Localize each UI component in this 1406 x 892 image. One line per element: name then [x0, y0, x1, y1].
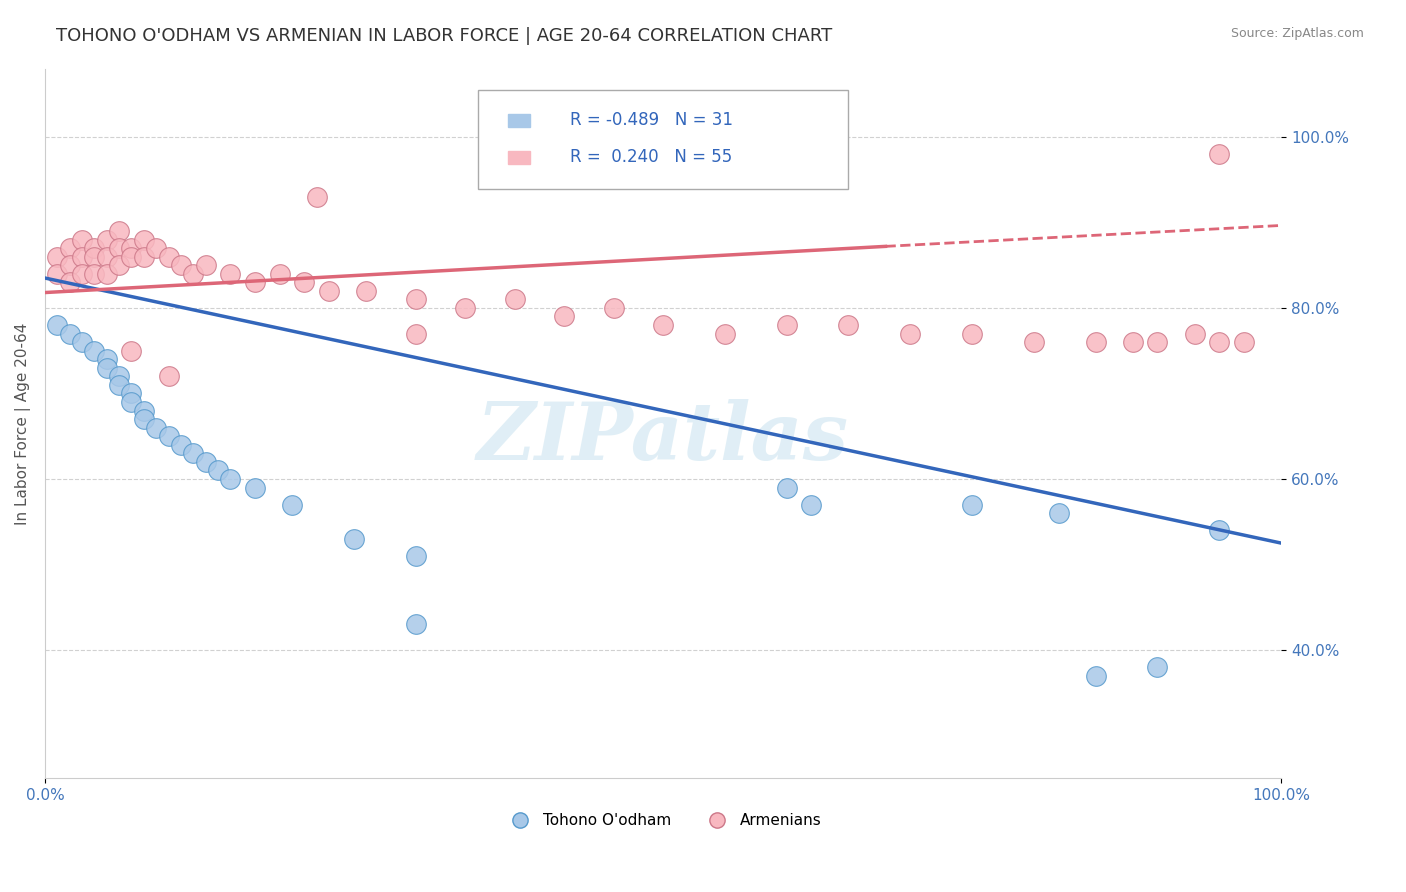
Point [1233, 335, 1256, 350]
Point [269, 267, 291, 281]
Point [405, 326, 427, 341]
Point [157, 369, 180, 384]
Point [70, 267, 93, 281]
Text: R =  0.240   N = 55: R = 0.240 N = 55 [571, 148, 733, 166]
Point [46, 267, 69, 281]
Point [1208, 147, 1230, 161]
Point [775, 481, 797, 495]
Point [775, 318, 797, 332]
Point [132, 412, 155, 426]
Point [132, 250, 155, 264]
Point [194, 455, 217, 469]
Point [83, 343, 105, 358]
Point [96, 233, 118, 247]
Point [96, 250, 118, 264]
Point [960, 326, 983, 341]
Y-axis label: In Labor Force | Age 20-64: In Labor Force | Age 20-64 [15, 322, 31, 524]
Point [1022, 335, 1045, 350]
Point [96, 360, 118, 375]
Point [83, 241, 105, 255]
Point [1208, 335, 1230, 350]
Point [305, 190, 328, 204]
Point [960, 498, 983, 512]
Point [59, 241, 82, 255]
Point [405, 293, 427, 307]
Point [837, 318, 859, 332]
Point [1084, 668, 1107, 682]
Point [602, 301, 624, 315]
Point [70, 233, 93, 247]
Point [181, 446, 204, 460]
Text: TOHONO O'ODHAM VS ARMENIAN IN LABOR FORCE | AGE 20-64 CORRELATION CHART: TOHONO O'ODHAM VS ARMENIAN IN LABOR FORC… [56, 27, 832, 45]
Point [96, 267, 118, 281]
Bar [509, 151, 530, 163]
Bar [509, 114, 530, 127]
Point [243, 275, 266, 289]
Point [120, 250, 142, 264]
Point [454, 301, 477, 315]
Point [1208, 523, 1230, 537]
Point [59, 275, 82, 289]
Point [132, 233, 155, 247]
Point [1184, 326, 1206, 341]
Point [108, 369, 131, 384]
Point [132, 403, 155, 417]
Point [898, 326, 921, 341]
Point [1047, 506, 1070, 520]
Point [207, 463, 229, 477]
Point [800, 498, 823, 512]
Point [120, 386, 142, 401]
Point [120, 343, 142, 358]
Point [1084, 335, 1107, 350]
Point [96, 352, 118, 367]
Point [405, 549, 427, 563]
Point [405, 617, 427, 632]
Point [1146, 335, 1168, 350]
Point [318, 284, 340, 298]
Legend: Tohono O'odham, Armenians: Tohono O'odham, Armenians [498, 807, 828, 834]
FancyBboxPatch shape [478, 90, 848, 189]
Point [108, 224, 131, 238]
Point [219, 267, 242, 281]
Point [120, 241, 142, 255]
Point [83, 250, 105, 264]
Point [356, 284, 378, 298]
Point [83, 267, 105, 281]
Text: R = -0.489   N = 31: R = -0.489 N = 31 [571, 112, 734, 129]
Text: ZIPatlas: ZIPatlas [477, 399, 849, 476]
Point [59, 258, 82, 272]
Point [1146, 660, 1168, 674]
Point [145, 241, 167, 255]
Point [281, 498, 304, 512]
Point [46, 250, 69, 264]
Point [120, 395, 142, 409]
Point [145, 420, 167, 434]
Point [170, 258, 193, 272]
Point [59, 326, 82, 341]
Point [157, 429, 180, 443]
Point [243, 481, 266, 495]
Point [294, 275, 316, 289]
Point [219, 472, 242, 486]
Point [714, 326, 737, 341]
Point [70, 250, 93, 264]
Point [194, 258, 217, 272]
Point [343, 532, 366, 546]
Point [181, 267, 204, 281]
Point [553, 310, 575, 324]
Point [1122, 335, 1144, 350]
Point [157, 250, 180, 264]
Point [108, 241, 131, 255]
Text: Source: ZipAtlas.com: Source: ZipAtlas.com [1230, 27, 1364, 40]
Point [503, 293, 526, 307]
Point [170, 438, 193, 452]
Point [46, 318, 69, 332]
Point [108, 258, 131, 272]
Point [108, 377, 131, 392]
Point [652, 318, 675, 332]
Point [70, 335, 93, 350]
